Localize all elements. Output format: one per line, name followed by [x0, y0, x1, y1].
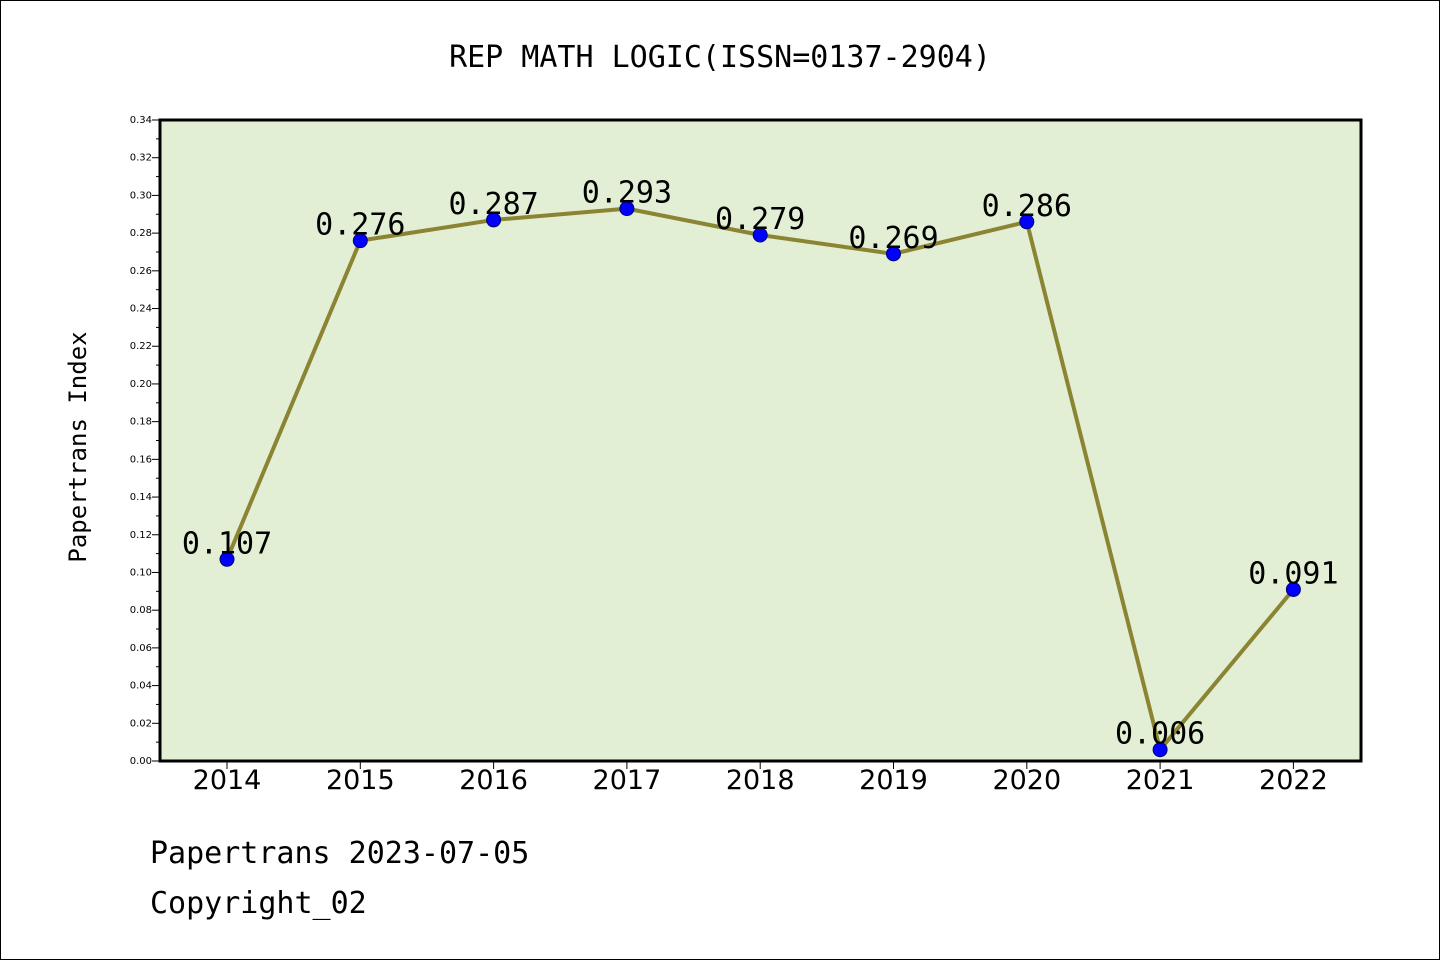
- footer-date-line: Papertrans 2023-07-05: [150, 836, 530, 871]
- x-tick-label: 2019: [859, 765, 928, 796]
- y-tick-label: 0.04: [130, 681, 152, 692]
- x-tick-label: 2014: [193, 765, 262, 796]
- y-tick-label: 0.32: [130, 153, 152, 164]
- data-label: 0.269: [848, 221, 938, 256]
- data-point: [486, 212, 502, 228]
- data-label: 0.091: [1248, 556, 1338, 591]
- y-tick-label: 0.26: [130, 266, 152, 277]
- x-tick-label: 2016: [459, 765, 528, 796]
- data-label: 0.286: [982, 189, 1072, 224]
- y-tick-label: 0.08: [130, 605, 152, 616]
- x-axis-ticks: 2014 2015 2016 2017 2018 2019 2020 2021 2022: [193, 761, 1328, 796]
- data-point: [219, 551, 235, 567]
- x-tick-label: 2022: [1259, 765, 1328, 796]
- y-axis-label: Papertrans Index: [64, 331, 92, 562]
- y-tick-label: 0.22: [130, 341, 152, 352]
- data-point: [1019, 214, 1035, 230]
- y-tick-label: 0.20: [130, 379, 152, 390]
- data-point: [1152, 742, 1168, 758]
- x-tick-label: 2021: [1126, 765, 1195, 796]
- y-tick-label: 0.06: [130, 643, 152, 654]
- data-label: 0.287: [448, 187, 538, 222]
- x-tick-label: 2015: [326, 765, 395, 796]
- y-tick-label: 0.24: [130, 304, 152, 315]
- data-point: [352, 233, 368, 249]
- series-layer: 0.107 0.276 0.287 0.293 0.279 0.269 0.286 0.006…: [182, 176, 1339, 758]
- data-point: [752, 227, 768, 243]
- data-point: [1285, 581, 1301, 597]
- data-label: 0.006: [1115, 717, 1205, 752]
- chart-title: REP MATH LOGIC(ISSN=0137-2904): [449, 40, 991, 75]
- y-tick-label: 0.30: [130, 190, 152, 201]
- y-tick-label: 0.18: [130, 417, 152, 428]
- y-tick-label: 0.02: [130, 718, 152, 729]
- y-tick-label: 0.14: [130, 492, 152, 503]
- y-tick-label: 0.34: [130, 115, 152, 126]
- data-label: 0.107: [182, 526, 272, 561]
- footer-copyright-line: Copyright_02: [150, 886, 367, 921]
- x-tick-label: 2018: [726, 765, 795, 796]
- x-tick-label: 2020: [992, 765, 1061, 796]
- data-label: 0.279: [715, 202, 805, 237]
- data-label: 0.293: [582, 176, 672, 211]
- y-tick-label: 0.28: [130, 228, 152, 239]
- plot-area: [158, 118, 1363, 763]
- data-label: 0.276: [315, 208, 405, 243]
- y-tick-label: 0.16: [130, 454, 152, 465]
- y-axis-ticks: 0.00 0.02 0.04 0.06 0.08 0.10 0.12 0.14 0.16 0.18…: [130, 115, 160, 767]
- x-tick-label: 2017: [593, 765, 662, 796]
- y-tick-label: 0.12: [130, 530, 152, 541]
- data-point: [886, 246, 901, 262]
- y-tick-label: 0.10: [130, 567, 152, 578]
- y-tick-label: 0.00: [130, 756, 152, 767]
- data-point: [619, 201, 635, 217]
